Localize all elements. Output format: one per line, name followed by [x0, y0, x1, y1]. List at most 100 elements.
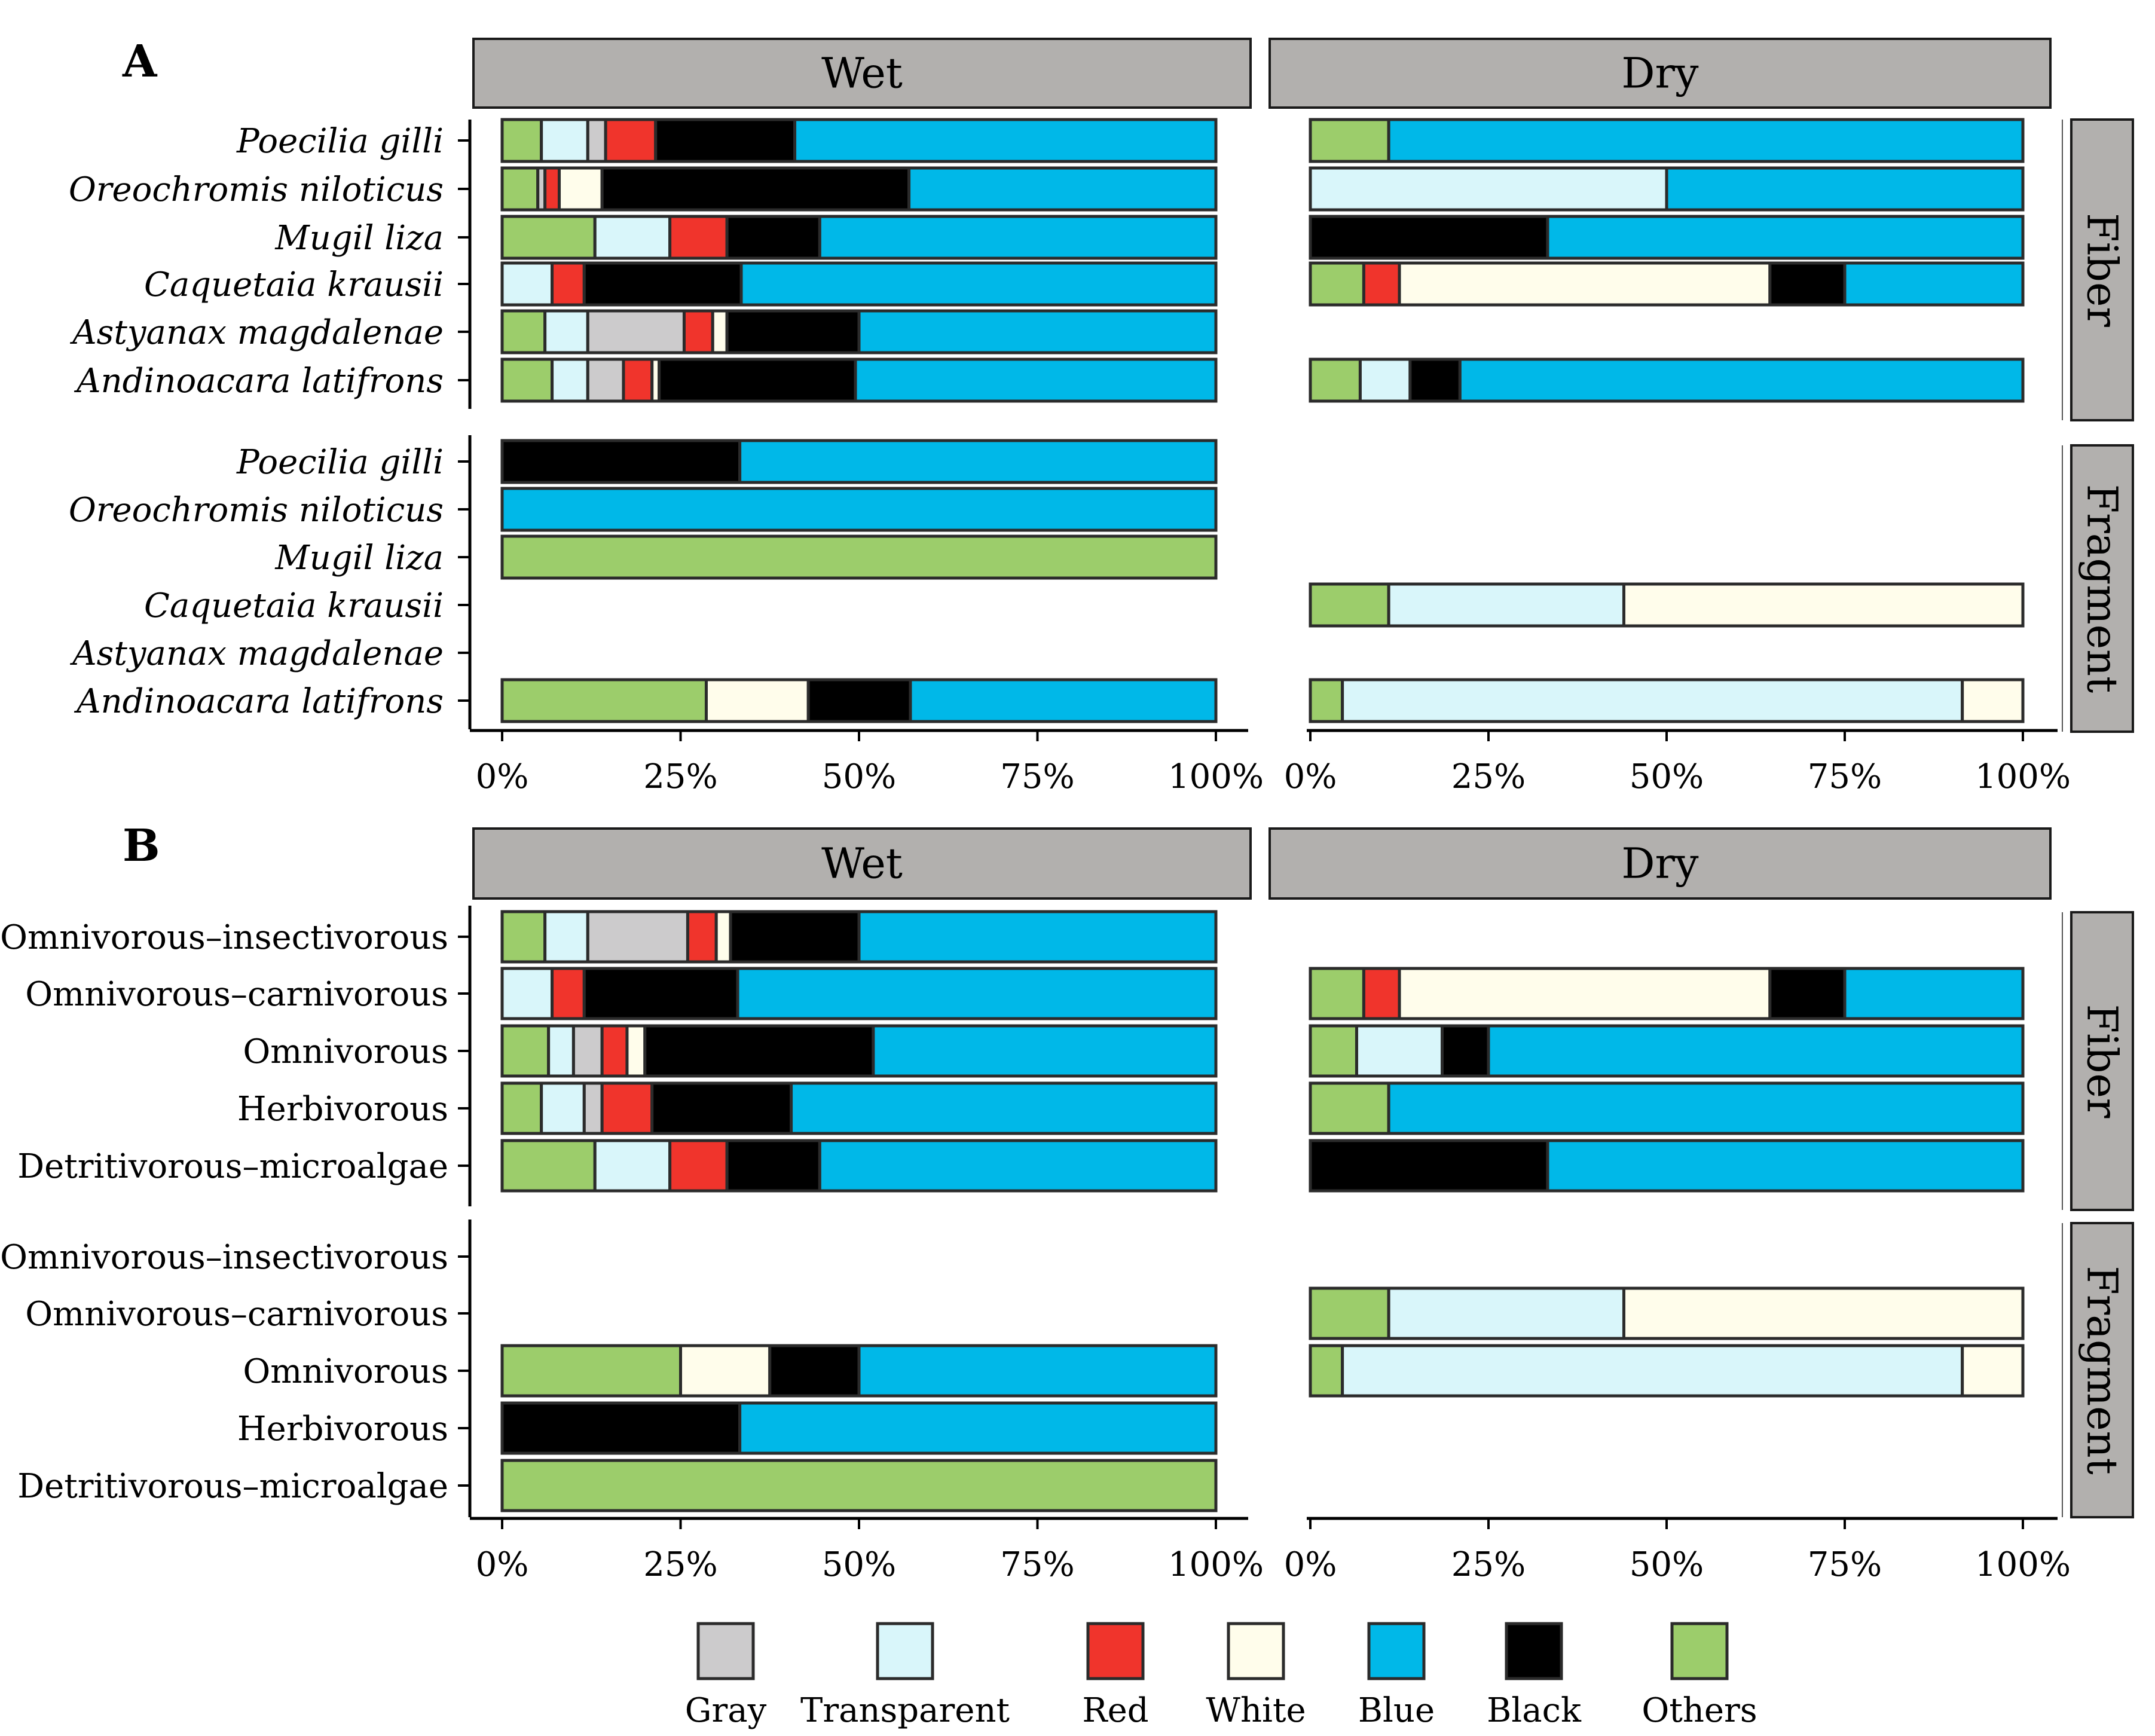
strip-label-fragment: Fragment	[2078, 1266, 2127, 1475]
x-tick-label: 50%	[822, 1545, 896, 1584]
strip-fiber	[2070, 911, 2134, 1211]
strip-fragment	[2070, 1222, 2134, 1518]
x-tick-label: 100%	[1975, 1545, 2071, 1584]
bar-poecilia-gilli	[500, 118, 1218, 163]
category-label: Andinoacara latifrons	[74, 362, 444, 401]
x-tick-label: 75%	[1000, 757, 1074, 796]
strip-label-dry: Dry	[1621, 49, 1699, 98]
bar-caquetaia-krausii	[500, 261, 1218, 307]
bar-segment-red	[682, 309, 714, 354]
legend-label-blue: Blue	[1358, 1691, 1435, 1730]
bar-segment-transparent	[593, 215, 672, 260]
bar-poecilia-gilli	[1309, 118, 2025, 163]
bar-segment-blue	[500, 487, 1218, 532]
legend: Gray Transparent Red White Blue Black Others	[685, 1622, 1757, 1730]
bar-segment-blue	[1458, 357, 2025, 403]
bar-segment-transparent	[540, 1081, 586, 1135]
bar-segment-black	[500, 1401, 742, 1455]
bar-segment-blue	[739, 261, 1218, 307]
bar-segment-gray	[586, 910, 689, 964]
bar-segment-gray	[586, 357, 625, 403]
strip-dry	[1268, 827, 2052, 900]
bar-segment-transparent	[543, 910, 589, 964]
bar-segment-blue	[818, 215, 1218, 260]
legend-label-black: Black	[1487, 1691, 1582, 1730]
strip-label-dry: Dry	[1621, 839, 1699, 888]
bar-segment-blue	[872, 1024, 1218, 1078]
bar-segment-blue	[818, 1139, 1218, 1193]
x-tick-label: 100%	[1168, 1545, 1264, 1584]
bar-segment-red	[1362, 967, 1401, 1020]
bar-herbivorous	[500, 1081, 1218, 1135]
bar-segment-others	[500, 166, 540, 212]
bar-segment-white	[1961, 678, 2025, 723]
x-tick-label: 50%	[1630, 757, 1704, 796]
bar-segment-others	[1309, 357, 1362, 403]
bar-segment-others	[500, 215, 597, 260]
strip-wet	[472, 827, 1252, 900]
x-tick-label: 25%	[643, 757, 717, 796]
strip-label-fragment: Fragment	[2078, 484, 2127, 693]
bar-segment-others	[500, 910, 547, 964]
bar-andinoacara-latifrons	[500, 357, 1218, 403]
bar-segment-others	[500, 1081, 543, 1135]
bar-segment-others	[500, 1024, 551, 1078]
bar-segment-others	[500, 678, 708, 723]
bar-detritivorous-microalgae	[500, 1139, 1218, 1193]
bar-segment-black	[1309, 1139, 1549, 1193]
bar-segment-black	[1768, 261, 1847, 307]
bar-segment-blue	[738, 439, 1218, 484]
panel-letter: A	[122, 36, 158, 87]
bar-segment-black	[725, 309, 861, 354]
legend-swatch-red	[1086, 1622, 1145, 1680]
legend-swatch-black	[1505, 1622, 1563, 1680]
bar-omnivorous	[500, 1344, 1218, 1398]
category-label: Oreochromis niloticus	[69, 491, 444, 530]
x-tick-label: 0%	[1284, 1545, 1337, 1584]
bar-segment-white	[1398, 967, 1772, 1020]
strip-label-wet: Wet	[821, 839, 903, 888]
category-label: Omnivorous–insectivorous	[0, 1238, 448, 1277]
bar-segment-blue	[1843, 967, 2025, 1020]
bar-detritivorous-microalgae	[500, 1459, 1218, 1512]
category-label: Omnivorous	[243, 1352, 448, 1391]
x-tick-label: 0%	[476, 757, 529, 796]
category-label: Poecilia gilli	[236, 122, 444, 161]
bar-andinoacara-latifrons	[500, 678, 1218, 723]
strip-wet	[472, 38, 1252, 109]
legend-label-gray: Gray	[685, 1691, 767, 1730]
bar-segment-red	[668, 215, 729, 260]
strip-label-wet: Wet	[821, 49, 903, 98]
bar-segment-others	[500, 309, 547, 354]
category-label: Omnivorous–carnivorous	[25, 975, 448, 1014]
bar-segment-blue	[1843, 261, 2025, 307]
bar-segment-black	[654, 118, 797, 163]
bar-caquetaia-krausii	[1309, 261, 2025, 307]
bar-mugil-liza	[500, 534, 1218, 580]
bar-segment-others	[1309, 118, 1390, 163]
bar-segment-transparent	[1309, 166, 1668, 212]
bar-herbivorous	[500, 1401, 1218, 1455]
bar-mugil-liza	[1309, 215, 2025, 260]
bar-segment-others	[1309, 1024, 1358, 1078]
bar-segment-blue	[854, 357, 1218, 403]
bar-segment-black	[650, 1081, 793, 1135]
category-label: Caquetaia krausii	[144, 586, 444, 625]
bar-segment-blue	[1387, 118, 2025, 163]
bar-segment-transparent	[500, 967, 554, 1020]
bar-segment-transparent	[547, 1024, 575, 1078]
bar-segment-red	[600, 1024, 629, 1078]
bar-caquetaia-krausii	[1309, 582, 2025, 628]
strip-label-fiber: Fiber	[2078, 213, 2127, 327]
bar-segment-transparent	[551, 357, 589, 403]
x-tick-label: 50%	[822, 757, 896, 796]
bar-poecilia-gilli	[500, 439, 1218, 484]
x-tick-label: 100%	[1975, 757, 2071, 796]
bar-segment-transparent	[1355, 1024, 1444, 1078]
bar-segment-others	[1309, 261, 1365, 307]
category-label: Omnivorous	[243, 1032, 448, 1071]
bar-segment-transparent	[540, 118, 589, 163]
bar-omnivorous-carnivorous	[1309, 967, 2025, 1020]
bar-segment-red	[604, 118, 658, 163]
